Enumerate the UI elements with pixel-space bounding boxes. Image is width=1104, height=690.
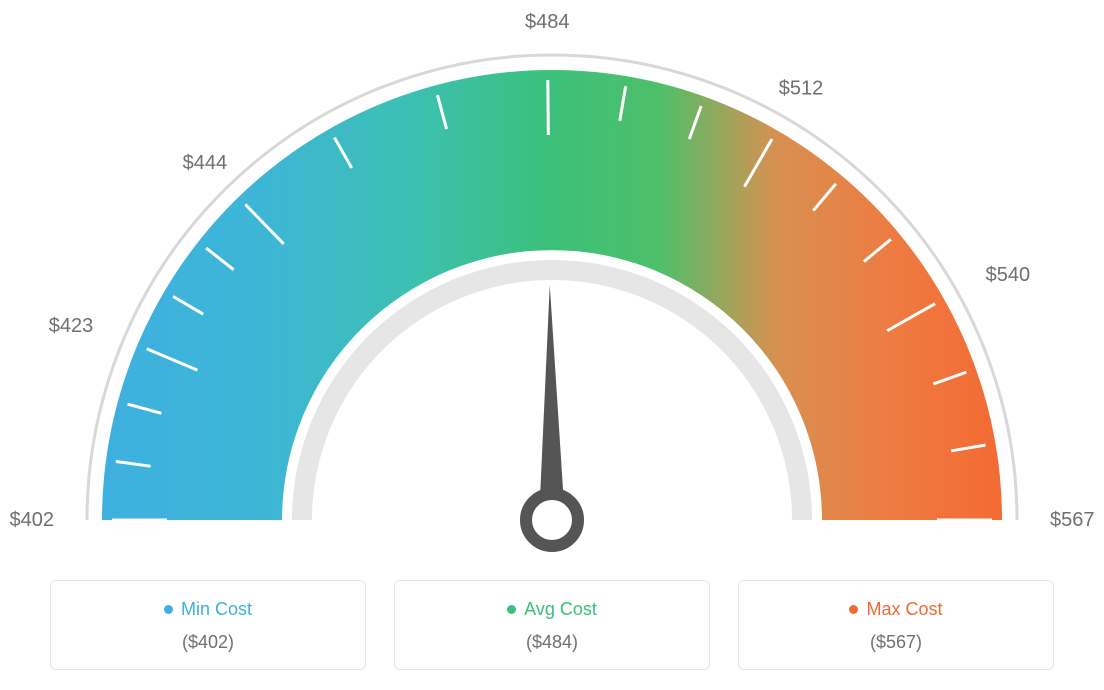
- gauge-tick-label: $444: [183, 152, 228, 174]
- legend-title: Avg Cost: [524, 599, 597, 620]
- gauge-tick-label: $512: [779, 78, 824, 100]
- legend-dot-icon: [164, 605, 173, 614]
- legend-dot-icon: [507, 605, 516, 614]
- gauge-tick-label: $540: [986, 264, 1031, 286]
- gauge-tick-label: $567: [1050, 509, 1095, 531]
- legend-value: ($484): [405, 632, 699, 653]
- legend-value: ($402): [61, 632, 355, 653]
- gauge-tick-label: $402: [10, 509, 55, 531]
- legend-dot-icon: [849, 605, 858, 614]
- gauge-tick-label: $423: [49, 315, 94, 337]
- gauge-needle-hub: [526, 494, 578, 546]
- legend-title: Max Cost: [866, 599, 942, 620]
- legend-title-row: Avg Cost: [405, 599, 699, 620]
- gauge-tick-label: $484: [525, 11, 570, 33]
- legend-title-row: Min Cost: [61, 599, 355, 620]
- legend-card-avg: Avg Cost ($484): [394, 580, 710, 670]
- legend-card-min: Min Cost ($402): [50, 580, 366, 670]
- legend-row: Min Cost ($402) Avg Cost ($484) Max Cost ($56…: [50, 580, 1054, 670]
- legend-card-max: Max Cost ($567): [738, 580, 1054, 670]
- legend-title-row: Max Cost: [749, 599, 1043, 620]
- gauge-tick-major: [548, 80, 549, 135]
- gauge-chart: $402 $423 $444 $484 $512 $540 $567: [0, 0, 1104, 560]
- chart-container: $402 $423 $444 $484 $512 $540 $567 Min Cost ($4…: [0, 0, 1104, 690]
- gauge-needle: [539, 285, 565, 520]
- legend-value: ($567): [749, 632, 1043, 653]
- legend-title: Min Cost: [181, 599, 252, 620]
